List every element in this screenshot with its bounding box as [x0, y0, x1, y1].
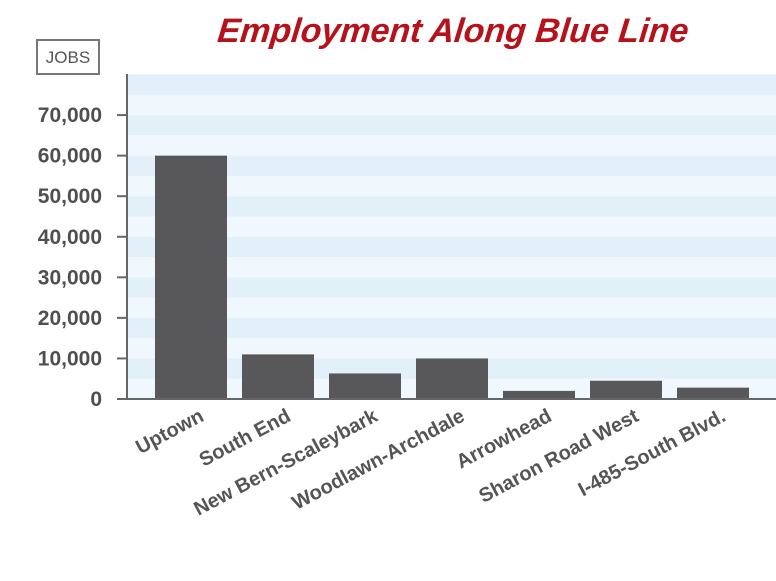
grid-band — [127, 115, 776, 136]
grid-band — [127, 338, 776, 359]
grid-band — [127, 317, 776, 339]
y-tick-label: 10,000 — [38, 347, 102, 370]
bar — [503, 390, 575, 399]
grid-band — [127, 74, 776, 95]
grid-band — [127, 135, 776, 156]
grid-band — [127, 94, 776, 116]
bar — [677, 387, 749, 399]
grid-band — [127, 155, 776, 176]
x-tick-label: I-485-South Blvd. — [575, 405, 730, 501]
bar — [416, 358, 488, 399]
bar — [155, 155, 227, 399]
grid-band — [127, 216, 776, 237]
y-unit-box: JOBS — [36, 39, 100, 75]
y-unit-frame — [36, 39, 100, 75]
bar — [590, 380, 662, 399]
bar — [329, 373, 401, 399]
y-tick-label: 20,000 — [38, 307, 102, 330]
grid-band — [127, 175, 776, 197]
grid-band — [127, 257, 776, 278]
bar — [242, 354, 314, 399]
grid-band — [127, 74, 776, 75]
y-axis-label: JOBS — [46, 48, 90, 67]
y-ticks: 0 10,000 20,000 30,000 40,000 50,000 60,000 70,… — [38, 104, 127, 411]
grid-band — [127, 236, 776, 258]
y-tick-label: 60,000 — [38, 145, 102, 168]
y-tick-label: 70,000 — [38, 104, 102, 127]
grid-band — [127, 196, 776, 217]
y-tick-label: 0 — [90, 388, 102, 411]
y-tick-label: 30,000 — [38, 266, 102, 289]
y-tick-label: 40,000 — [38, 226, 102, 249]
bars — [155, 155, 749, 399]
x-tick-label: Sharon Road West — [475, 405, 642, 508]
grid-band — [127, 277, 776, 298]
grid-band — [127, 297, 776, 318]
y-tick-label: 50,000 — [38, 185, 102, 208]
chart-title: Employment Along Blue Line — [216, 12, 691, 50]
